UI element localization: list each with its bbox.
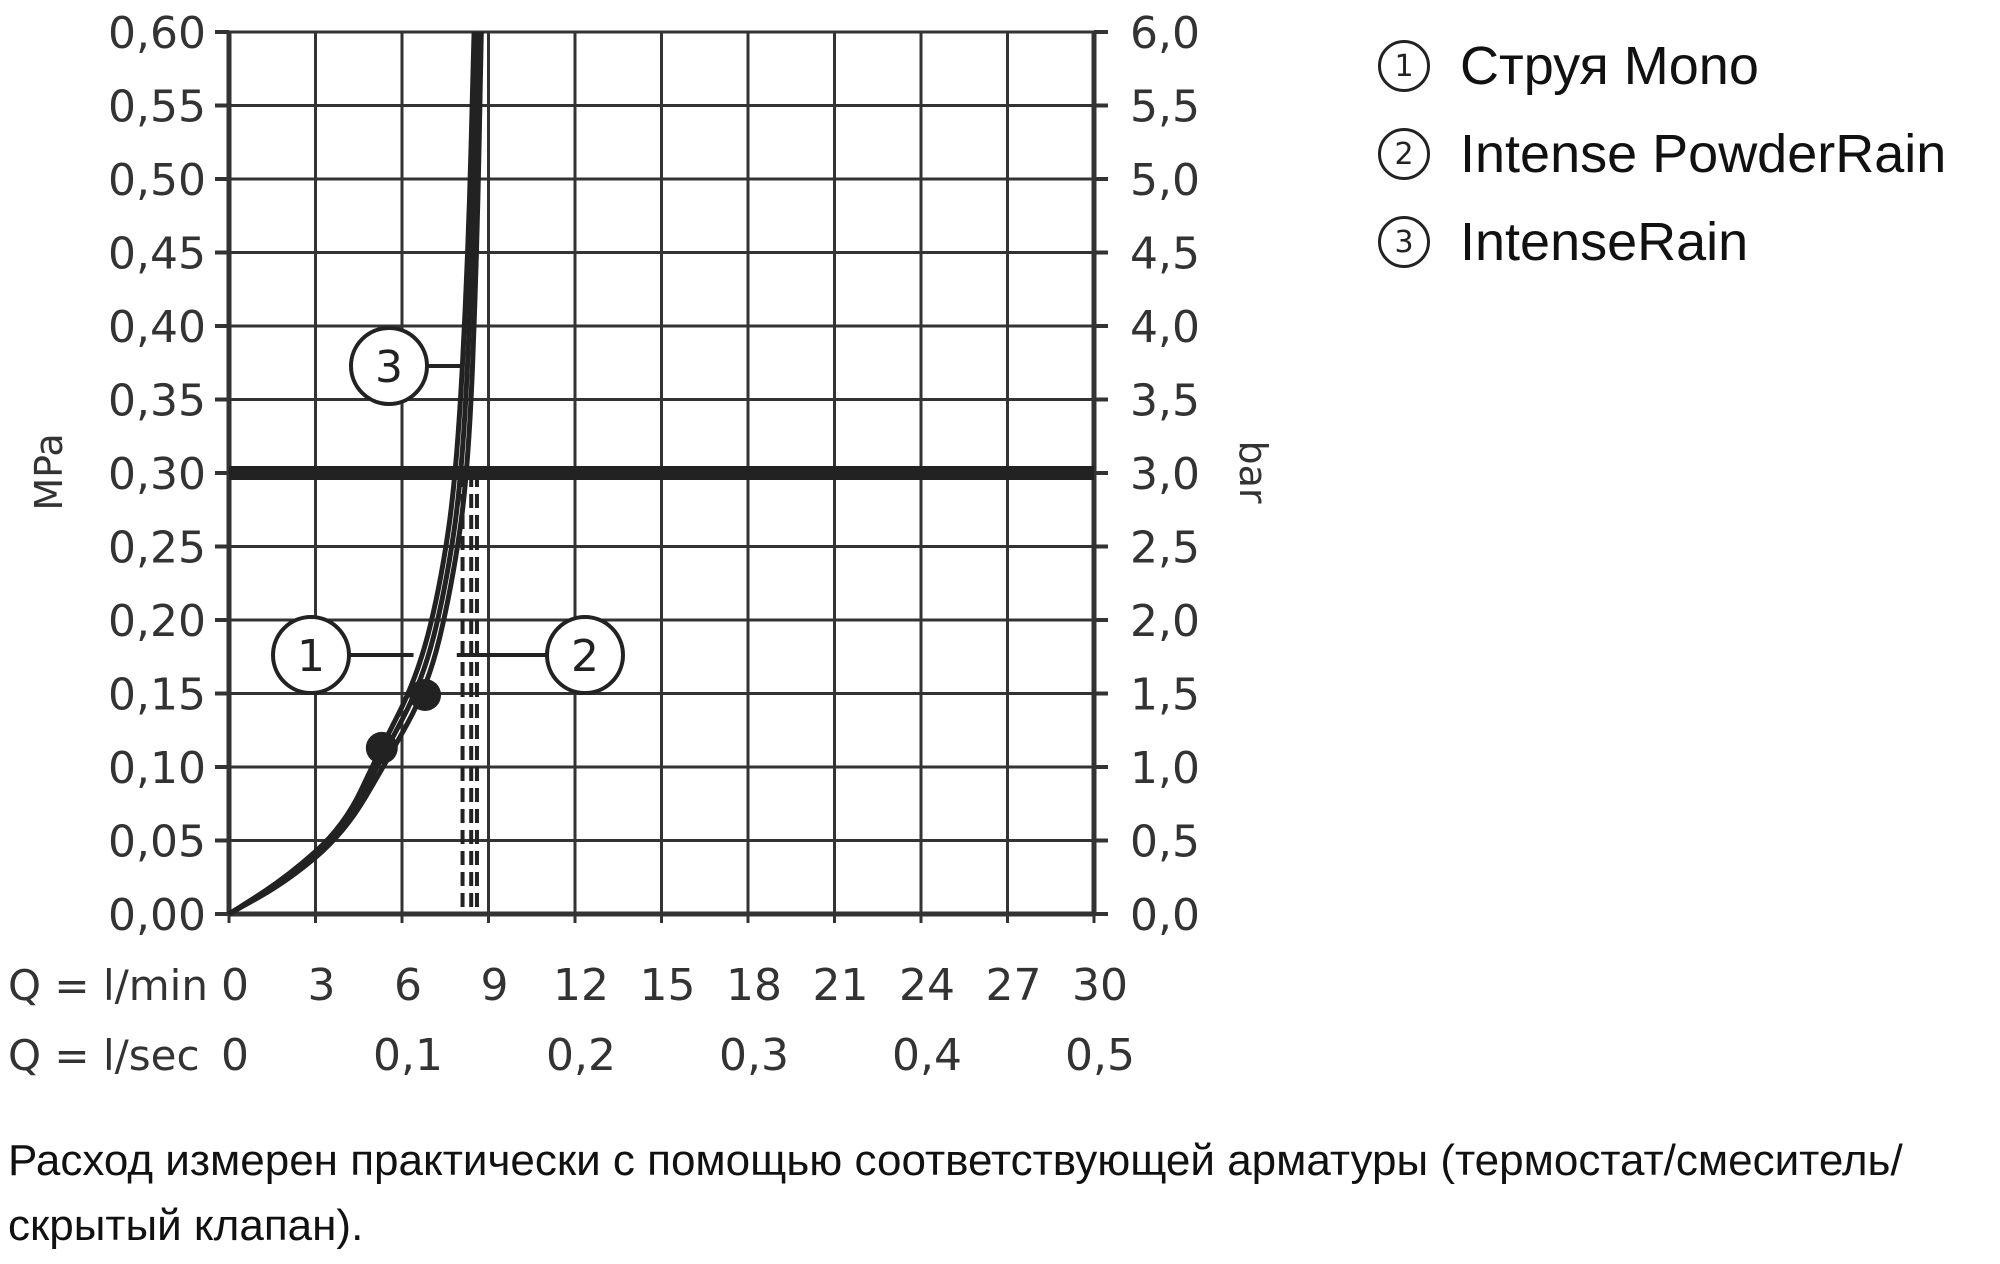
legend-marker-3: 3 xyxy=(1378,216,1430,268)
x-tick-label-lmin: 15 xyxy=(640,960,696,1011)
y-tick-label-mpa: 0,10 xyxy=(108,743,206,794)
x-tick-label-lmin: 18 xyxy=(726,960,782,1011)
y-tick-label-mpa: 0,35 xyxy=(108,376,206,427)
y-axis-title-mpa: MPa xyxy=(27,433,71,510)
callout-circle-1 xyxy=(271,615,351,695)
y-tick-label-mpa: 0,20 xyxy=(108,596,206,647)
y-tick-label-bar: 0,5 xyxy=(1130,817,1200,868)
x-tick-label-lsec: 0,4 xyxy=(892,1030,962,1081)
x-tick-label-lmin: 27 xyxy=(986,960,1042,1011)
series-curve-3 xyxy=(227,31,481,917)
x-tick-label-lsec: 0,5 xyxy=(1065,1030,1135,1081)
x-tick-label-lsec: 0,2 xyxy=(546,1030,616,1081)
y-tick-label-mpa: 0,05 xyxy=(108,817,206,868)
y-tick-label-mpa: 0,30 xyxy=(108,449,206,500)
legend-item-intenserain: 3 IntenseRain xyxy=(1378,198,1946,286)
callout-circle-3 xyxy=(349,326,429,406)
x-tick-label-lmin: 12 xyxy=(553,960,609,1011)
callout-label-2: 2 xyxy=(571,631,599,682)
y-tick-label-bar: 5,5 xyxy=(1130,82,1200,133)
y-tick-label-mpa: 0,60 xyxy=(108,8,206,59)
legend-marker-1: 1 xyxy=(1378,40,1430,92)
legend-marker-2: 2 xyxy=(1378,128,1430,180)
y-tick-label-mpa: 0,45 xyxy=(108,229,206,280)
y-tick-label-mpa: 0,55 xyxy=(108,82,206,133)
y-tick-label-bar: 0,0 xyxy=(1130,890,1200,941)
callout-label-3: 3 xyxy=(375,342,403,393)
y-tick-label-bar: 1,5 xyxy=(1130,670,1200,721)
y-tick-label-bar: 4,5 xyxy=(1130,229,1200,280)
legend-item-powderrain: 2 Intense PowderRain xyxy=(1378,110,1946,198)
y-tick-label-mpa: 0,15 xyxy=(108,670,206,721)
y-tick-label-mpa: 0,00 xyxy=(108,890,206,941)
x-tick-label-lmin: 30 xyxy=(1072,960,1128,1011)
y-tick-label-bar: 5,0 xyxy=(1130,155,1200,206)
legend-label-powderrain: Intense PowderRain xyxy=(1460,124,1947,184)
x-tick-label-lsec: 0 xyxy=(221,1030,249,1081)
y-tick-label-mpa: 0,50 xyxy=(108,155,206,206)
callout-label-1: 1 xyxy=(297,631,325,682)
flow-pressure-chart: 0,000,050,100,150,200,250,300,350,400,45… xyxy=(8,8,1275,1081)
y-tick-label-bar: 2,5 xyxy=(1130,523,1200,574)
y-tick-label-bar: 6,0 xyxy=(1130,8,1200,59)
x-tick-label-lsec: 0,1 xyxy=(373,1030,443,1081)
x-tick-label-lmin: 0 xyxy=(221,960,249,1011)
x-tick-label-lmin: 6 xyxy=(394,960,422,1011)
y-tick-label-bar: 3,5 xyxy=(1130,376,1200,427)
y-tick-label-bar: 2,0 xyxy=(1130,596,1200,647)
y-tick-label-mpa: 0,40 xyxy=(108,302,206,353)
legend: 1 Струя Mono 2 Intense PowderRain 3 Inte… xyxy=(1378,22,1946,286)
caption: Расход измерен практически с помощью соо… xyxy=(8,1136,1903,1250)
y-tick-label-bar: 4,0 xyxy=(1130,302,1200,353)
y-axis-title-bar: bar xyxy=(1231,440,1275,503)
x-axis-title-lmin: Q = l/min xyxy=(8,961,208,1010)
x-tick-label-lmin: 21 xyxy=(813,960,869,1011)
x-axis-title-lsec: Q = l/sec xyxy=(8,1031,200,1080)
legend-label-mono: Струя Mono xyxy=(1460,36,1759,96)
x-tick-label-lmin: 3 xyxy=(308,960,336,1011)
x-tick-label-lsec: 0,3 xyxy=(719,1030,789,1081)
callout-circle-2 xyxy=(545,615,625,695)
x-tick-label-lmin: 9 xyxy=(481,960,509,1011)
x-tick-label-lmin: 24 xyxy=(899,960,955,1011)
series-point-1 xyxy=(365,731,398,764)
legend-item-mono: 1 Струя Mono xyxy=(1378,22,1946,110)
y-tick-label-bar: 1,0 xyxy=(1130,743,1200,794)
legend-label-intenserain: IntenseRain xyxy=(1460,212,1749,272)
series-point-2 xyxy=(409,678,442,711)
y-tick-label-bar: 3,0 xyxy=(1130,449,1200,500)
y-tick-label-mpa: 0,25 xyxy=(108,523,206,574)
